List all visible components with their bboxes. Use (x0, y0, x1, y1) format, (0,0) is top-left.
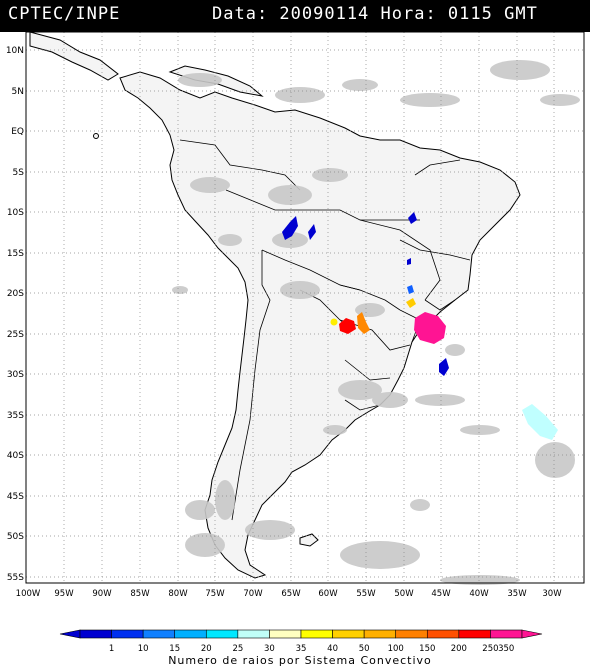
lat-label: EQ (11, 127, 24, 137)
lon-label: 75W (205, 589, 225, 599)
colorbar-label: 50 (359, 644, 370, 654)
colorbar-swatch (490, 629, 523, 639)
lat-label: 30S (7, 370, 24, 380)
map-panel: 10N 5N EQ 5S 10S 15S 20S 25S 30S 35S 40S… (6, 32, 585, 599)
south-america-land (119, 71, 521, 579)
colorbar-label: 15 (169, 644, 180, 654)
colorbar-label: 200 (451, 644, 467, 654)
lon-label: 70W (243, 589, 263, 599)
longitude-axis: 100W 95W 90W 85W 80W 75W 70W 65W 60W 55W… (16, 589, 563, 599)
lat-label: 35S (7, 411, 24, 421)
system-atlantic-far (522, 404, 558, 440)
colorbar-swatch (142, 629, 176, 639)
lon-label: 50W (394, 589, 414, 599)
system-minas-north (407, 258, 411, 265)
lon-label: 90W (92, 589, 112, 599)
colorbar-swatch (237, 629, 270, 639)
colorbar-label: 350 (498, 644, 514, 654)
system-paraguay (330, 318, 338, 326)
colorbar-arrow-left (59, 629, 81, 639)
lon-label: 45W (431, 589, 451, 599)
cloud-cover (172, 60, 580, 585)
header-source: CPTEC/INPE (8, 4, 121, 24)
lon-label: 85W (130, 589, 150, 599)
system-parana (357, 312, 370, 334)
lon-label: 55W (356, 589, 376, 599)
colorbar-swatch (395, 629, 428, 639)
lat-label: 45S (7, 492, 24, 502)
system-sao-paulo-north (407, 285, 414, 294)
lon-label: 95W (54, 589, 74, 599)
lon-label: 60W (318, 589, 338, 599)
system-bahia (408, 212, 417, 224)
colorbar-swatch (300, 629, 333, 639)
colorbar-label: 150 (419, 644, 435, 654)
system-argentina-ne (339, 318, 356, 334)
colorbar-label: 1 (109, 644, 114, 654)
lat-label: 25S (7, 330, 24, 340)
galapagos-islands (93, 133, 99, 139)
colorbar-swatch (174, 629, 207, 639)
latitude-axis: 10N 5N EQ 5S 10S 15S 20S 25S 30S 35S 40S… (6, 46, 24, 583)
system-amazonas-east (308, 224, 316, 240)
colorbar-label: 25 (232, 644, 243, 654)
lat-label: 40S (7, 451, 24, 461)
title-bar: CPTEC/INPE Data: 20090114 Hora: 0115 GMT (0, 0, 590, 32)
lat-label: 55S (7, 573, 24, 583)
colorbar-label: 30 (264, 644, 275, 654)
colorbar-swatches (59, 629, 543, 639)
colorbar-label: 10 (138, 644, 149, 654)
central-america-land (29, 32, 119, 81)
lon-label: 35W (507, 589, 527, 599)
lat-label: 10N (6, 46, 24, 56)
country-borders (179, 139, 471, 521)
colorbar: 1 10 15 20 25 30 35 40 50 100 150 200 250 350 (59, 629, 543, 654)
system-atlantic-south (439, 358, 449, 376)
lat-label: 20S (7, 289, 24, 299)
colorbar-label: 40 (327, 644, 338, 654)
colorbar-labels: 1 10 15 20 25 30 35 40 50 100 150 200 250 350 (109, 644, 514, 654)
colorbar-swatch (205, 629, 239, 639)
lat-label: 5S (13, 168, 25, 178)
lon-label: 65W (281, 589, 301, 599)
colorbar-label: 35 (296, 644, 307, 654)
lon-label: 100W (16, 589, 41, 599)
lat-label: 50S (7, 532, 24, 542)
lat-lon-grid (25, 32, 584, 583)
lat-label: 15S (7, 249, 24, 259)
colorbar-arrow-right (521, 629, 543, 639)
system-sao-paulo-coast (414, 312, 446, 344)
colorbar-swatch (363, 629, 397, 639)
colorbar-swatch (111, 629, 144, 639)
colorbar-label: 20 (201, 644, 212, 654)
convective-systems (282, 212, 558, 440)
colorbar-title: Numero de raios por Sistema Convectivo (168, 654, 432, 667)
colorbar-swatch (79, 629, 112, 639)
colorbar-label: 100 (388, 644, 404, 654)
system-amazonas-west (282, 216, 298, 240)
system-sao-paulo-center (406, 298, 416, 308)
colorbar-label: 250 (482, 644, 498, 654)
lon-label: 80W (168, 589, 188, 599)
falkland-islands (299, 533, 319, 547)
map-frame (25, 32, 585, 584)
colorbar-swatch (458, 629, 491, 639)
header-datetime: Data: 20090114 Hora: 0115 GMT (212, 4, 538, 24)
lon-label: 30W (542, 589, 562, 599)
colorbar-swatch (269, 629, 302, 639)
colorbar-swatch (332, 629, 365, 639)
colorbar-swatch (426, 629, 460, 639)
lat-label: 5N (12, 87, 24, 97)
lat-label: 10S (7, 208, 24, 218)
lon-label: 40W (469, 589, 489, 599)
